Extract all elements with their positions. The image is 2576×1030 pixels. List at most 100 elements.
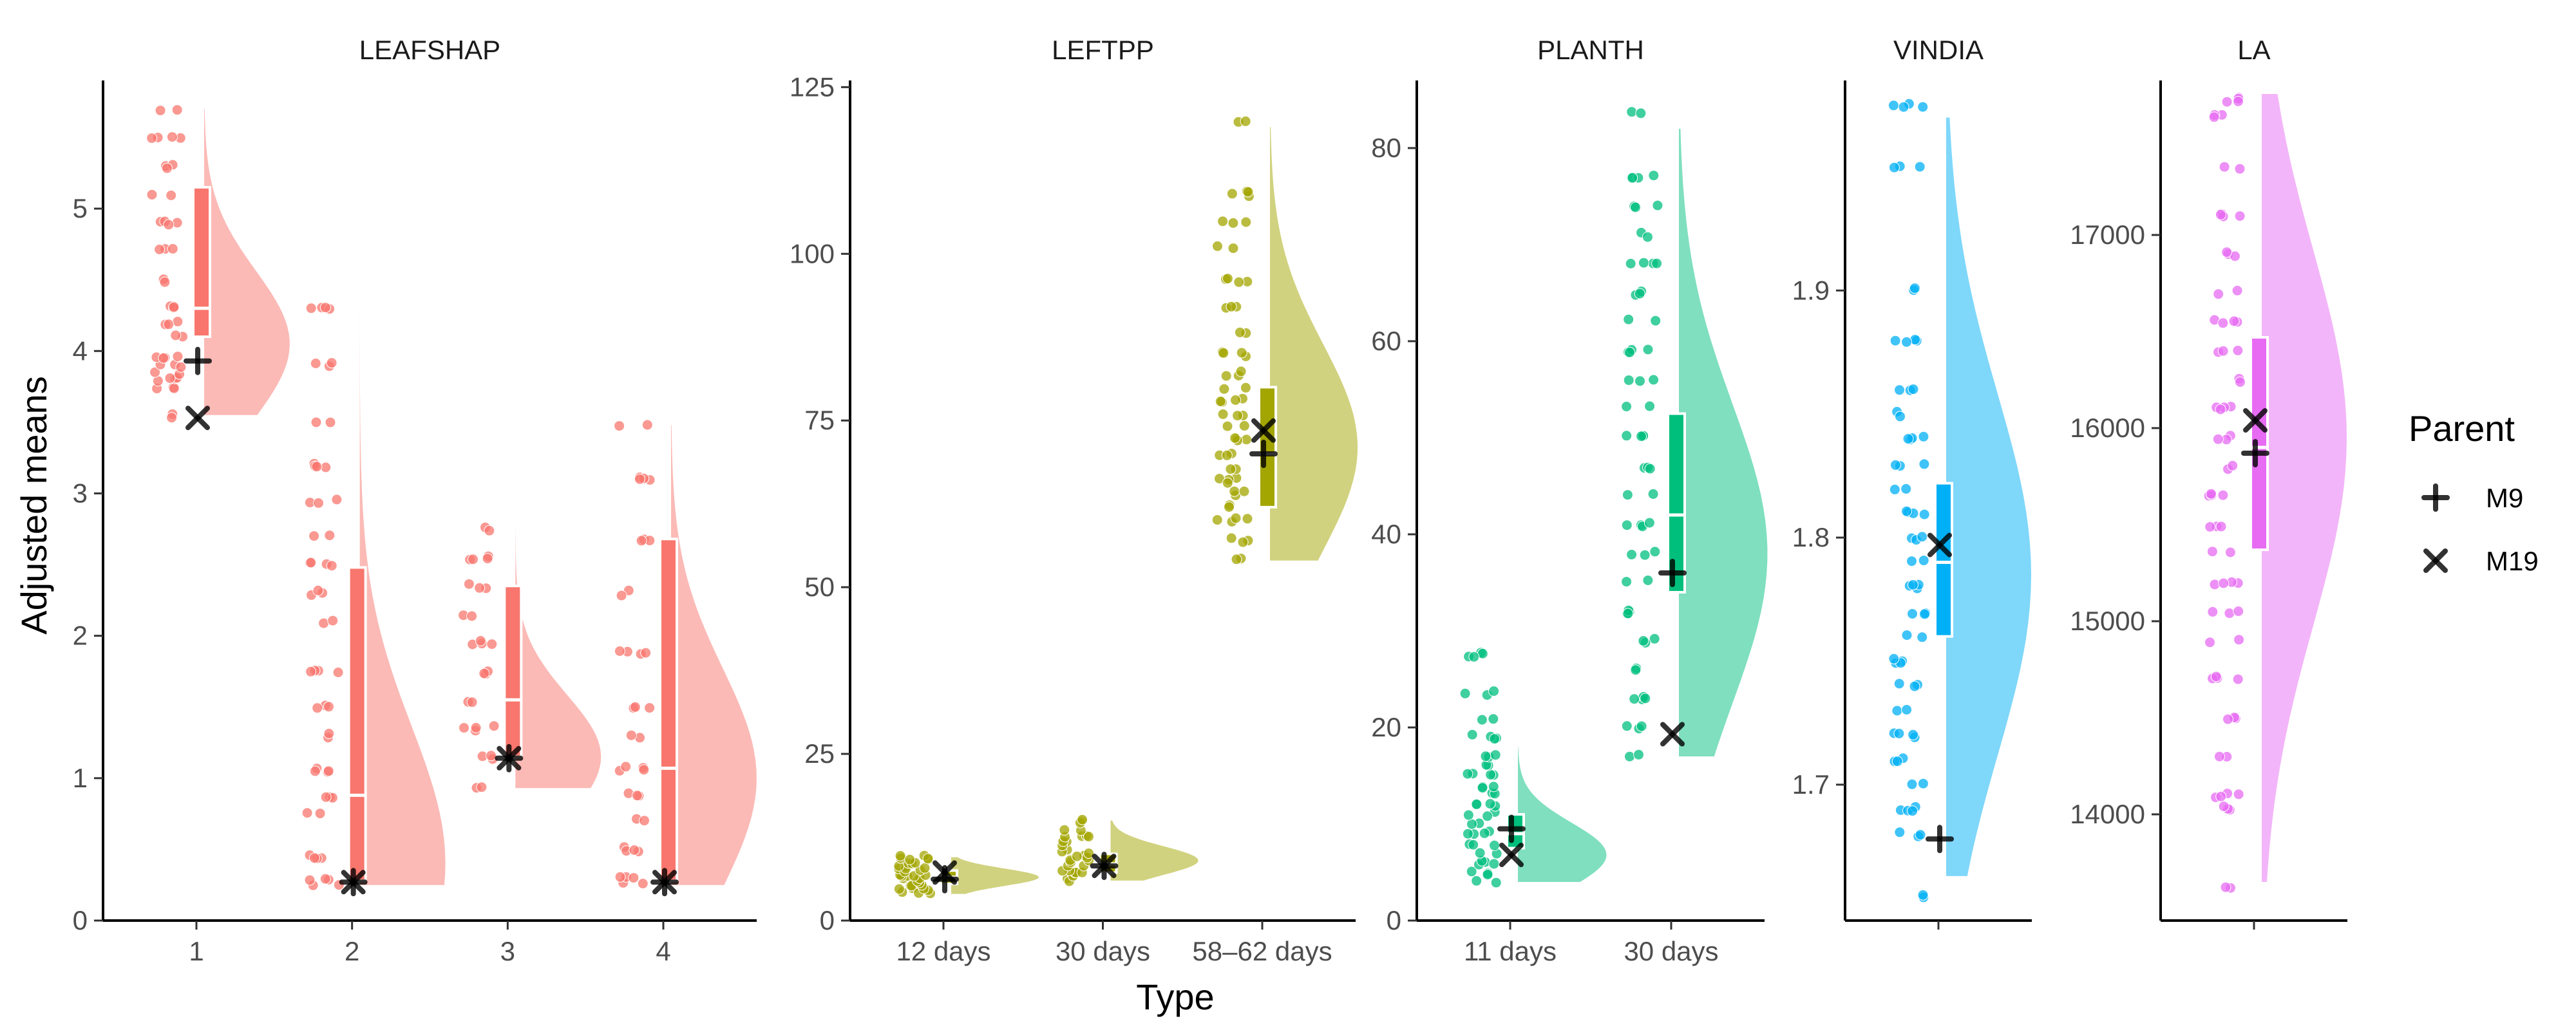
y-tick-label: 3 <box>73 478 88 508</box>
marker-m9 <box>1658 559 1687 587</box>
data-point <box>1636 431 1647 442</box>
data-point <box>482 553 493 565</box>
data-point <box>1642 344 1654 355</box>
data-point <box>1648 170 1660 182</box>
data-point <box>1622 489 1633 501</box>
data-point <box>1482 810 1493 822</box>
data-point <box>1901 505 1912 517</box>
data-point <box>634 473 645 485</box>
data-point <box>1221 449 1233 461</box>
data-point <box>1083 848 1095 859</box>
data-point <box>1893 728 1905 739</box>
marker-m19 <box>1251 418 1276 443</box>
y-tick-label: 50 <box>804 572 835 602</box>
cross-bar <box>341 870 366 895</box>
data-point <box>2215 791 2227 802</box>
data-point <box>640 647 652 659</box>
density-cloud <box>1679 129 1768 756</box>
data-point <box>1644 463 1656 474</box>
data-point <box>1468 839 1479 850</box>
data-point <box>1900 483 1912 494</box>
data-point <box>1650 315 1662 326</box>
x-tick-label: 12 days <box>896 936 990 966</box>
data-point <box>1651 258 1663 269</box>
data-point <box>311 461 323 473</box>
data-point <box>168 382 180 394</box>
y-tick-label: 1 <box>73 763 88 793</box>
data-point <box>1490 877 1502 888</box>
data-point <box>1908 729 1919 740</box>
data-point <box>146 133 158 144</box>
marker-m19 <box>1927 532 1952 557</box>
data-point <box>1621 520 1633 531</box>
y-tick-label: 60 <box>1371 326 1401 356</box>
data-point <box>641 419 653 431</box>
data-point <box>638 764 650 776</box>
y-tick-label: 75 <box>804 405 835 435</box>
data-point <box>1234 326 1245 338</box>
data-point <box>164 372 176 384</box>
data-point <box>1648 374 1660 386</box>
data-point <box>1237 536 1249 548</box>
data-point <box>304 874 316 886</box>
y-tick-label: 80 <box>1371 133 1401 163</box>
cross-bar <box>1251 418 1276 443</box>
marker-m19 <box>2243 408 2268 433</box>
box-iqr <box>503 585 523 758</box>
x-tick-label: 58–62 days <box>1192 936 1332 966</box>
cross-bar <box>1927 532 1952 557</box>
category-4: 4 <box>614 419 757 966</box>
data-point <box>1488 781 1499 792</box>
data-point <box>1233 276 1245 288</box>
data-point <box>893 883 905 895</box>
data-point <box>614 420 625 432</box>
data-point <box>1889 459 1901 471</box>
data-point <box>1901 704 1913 715</box>
cross-bar <box>1660 722 1685 747</box>
marker-m9 <box>1926 825 1954 854</box>
box-iqr <box>2249 336 2269 551</box>
data-point <box>1482 869 1493 881</box>
data-point <box>484 525 495 536</box>
data-point <box>1622 608 1634 619</box>
data-point <box>1621 430 1633 442</box>
y-tick-label: 125 <box>790 71 835 102</box>
category-12-days: 12 days <box>893 850 1039 966</box>
data-point <box>486 750 497 762</box>
data-point <box>1485 769 1497 780</box>
cross-bar <box>2243 408 2268 433</box>
data-point <box>1888 653 1900 664</box>
data-point <box>1630 664 1642 676</box>
legend-label-m9: M9 <box>2486 483 2523 513</box>
y-tick-label: 1.8 <box>1792 522 1830 552</box>
box-iqr <box>659 538 678 883</box>
data-point <box>313 497 324 509</box>
data-point <box>466 697 478 708</box>
data-point <box>1235 366 1247 377</box>
data-point <box>1915 829 1926 841</box>
data-point <box>320 302 331 314</box>
data-point <box>2207 606 2219 617</box>
data-point <box>2215 404 2226 415</box>
density-cloud <box>515 529 601 789</box>
data-point <box>2228 315 2240 327</box>
data-point <box>305 557 317 568</box>
data-point <box>323 765 334 777</box>
data-point <box>1229 433 1241 444</box>
data-point <box>175 361 187 373</box>
data-point <box>1466 729 1478 740</box>
data-point <box>1891 756 1903 767</box>
data-point <box>167 243 178 254</box>
data-point <box>1621 576 1633 588</box>
data-point <box>488 720 500 732</box>
density-cloud <box>1518 747 1607 882</box>
data-point <box>1917 101 1929 113</box>
panel-leftpp: LEFTPP 0 25 50 75 100 125 12 days 30 days 58–62 d… <box>790 35 1358 966</box>
category-1: 1 <box>146 104 290 966</box>
data-point <box>2213 751 2225 762</box>
data-point <box>154 244 166 255</box>
data-point <box>1894 827 1906 838</box>
data-point <box>1077 814 1088 825</box>
panel-title: LEFTPP <box>1052 35 1154 65</box>
data-point <box>1471 798 1482 810</box>
